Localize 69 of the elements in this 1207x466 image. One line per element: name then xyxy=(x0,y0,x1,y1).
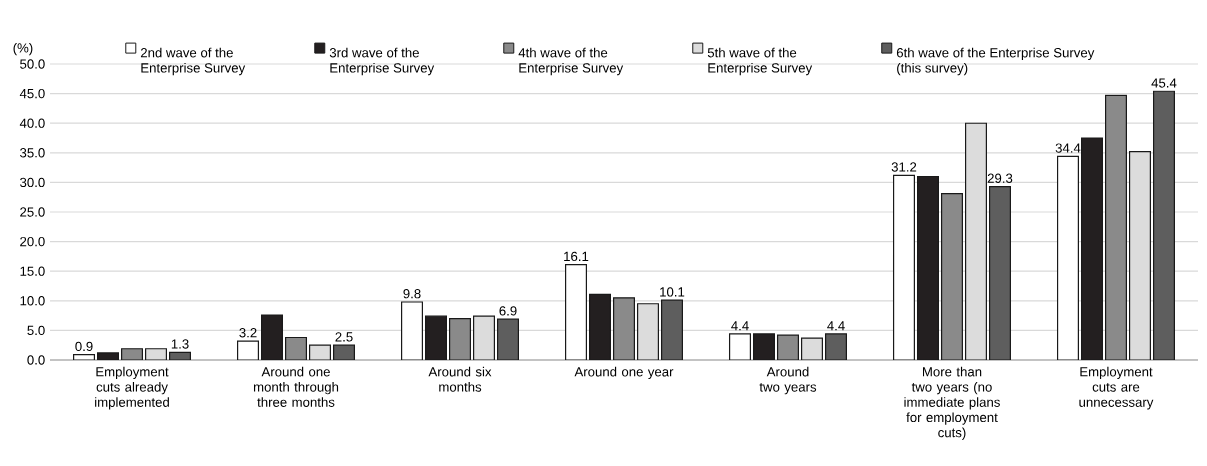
y-tick-label: 50.0 xyxy=(20,59,45,69)
bar xyxy=(237,340,260,360)
legend-label: 2nd wave of the Enterprise Survey xyxy=(140,47,246,76)
bar xyxy=(824,333,847,360)
data-label: 16.1 xyxy=(564,251,589,262)
y-tick-label: 25.0 xyxy=(20,207,45,217)
bar xyxy=(261,314,284,360)
bar xyxy=(1080,137,1103,360)
bar xyxy=(333,344,356,360)
bar xyxy=(916,175,939,360)
bar xyxy=(121,348,144,360)
data-label: 4.4 xyxy=(827,321,845,331)
x-tick-label: Around six months xyxy=(428,366,492,392)
y-tick-label: 20.0 xyxy=(20,236,45,247)
data-label: 3.2 xyxy=(239,328,257,338)
bar xyxy=(988,185,1011,360)
bar xyxy=(776,334,799,360)
y-tick-label: 40.0 xyxy=(19,118,45,128)
data-label: 31.2 xyxy=(891,162,917,172)
bar xyxy=(285,336,308,360)
y-axis-title: (%) xyxy=(13,42,33,56)
bar xyxy=(613,297,635,360)
bar xyxy=(661,299,683,360)
bar xyxy=(401,301,423,360)
bar xyxy=(73,354,96,360)
bar xyxy=(497,318,519,360)
x-tick-label: Around one year xyxy=(574,366,674,380)
bar xyxy=(1152,90,1175,360)
x-tick-label: More than two years (no immediate plans for employment cuts) xyxy=(904,366,1000,440)
bar xyxy=(145,348,168,360)
data-label: 4.4 xyxy=(731,321,749,331)
y-tick-label: 35.0 xyxy=(20,148,45,158)
x-tick-label: Around one month through three months xyxy=(253,366,339,407)
bar xyxy=(892,174,915,360)
bar xyxy=(1056,155,1079,360)
y-tick-label: 15.0 xyxy=(20,266,45,276)
legend-label: 5th wave of the Enterprise Survey xyxy=(707,47,813,76)
y-tick-label: 0.0 xyxy=(27,355,45,365)
y-tick-label: 10.0 xyxy=(20,296,45,306)
y-tick-label: 45.0 xyxy=(19,88,45,99)
bar xyxy=(449,317,472,360)
data-label: 0.9 xyxy=(75,341,93,352)
data-label: 2.5 xyxy=(335,332,353,342)
data-label: 34.4 xyxy=(1055,143,1081,153)
bar xyxy=(565,264,587,360)
y-tick-label: 5.0 xyxy=(27,325,45,336)
legend-label: 6th wave of the Enterprise Survey (this survey) xyxy=(896,47,1095,76)
bar xyxy=(425,315,447,360)
bar xyxy=(728,333,751,360)
y-tick-label: 30.0 xyxy=(20,177,45,188)
bar xyxy=(940,193,963,360)
bar xyxy=(589,293,611,360)
bar xyxy=(309,344,331,360)
legend-label: 4th wave of the Enterprise Survey xyxy=(518,47,624,76)
data-label: 45.4 xyxy=(1151,78,1177,88)
data-label: 6.9 xyxy=(499,306,517,316)
x-tick-label: Employment cuts already implemented xyxy=(95,366,169,410)
data-label: 9.8 xyxy=(403,289,421,299)
data-label: 1.3 xyxy=(171,339,189,349)
data-label: 29.3 xyxy=(987,173,1013,183)
bar xyxy=(752,333,775,360)
data-label: 10.1 xyxy=(660,287,685,297)
bar xyxy=(169,351,192,360)
bar xyxy=(97,352,120,360)
legend-label: 3rd wave of the Enterprise Survey xyxy=(329,47,435,76)
bar xyxy=(800,337,823,360)
x-tick-label: Employment cuts are unnecessary xyxy=(1079,366,1154,410)
bar xyxy=(1104,94,1127,360)
x-tick-label: Around two years xyxy=(759,366,817,395)
